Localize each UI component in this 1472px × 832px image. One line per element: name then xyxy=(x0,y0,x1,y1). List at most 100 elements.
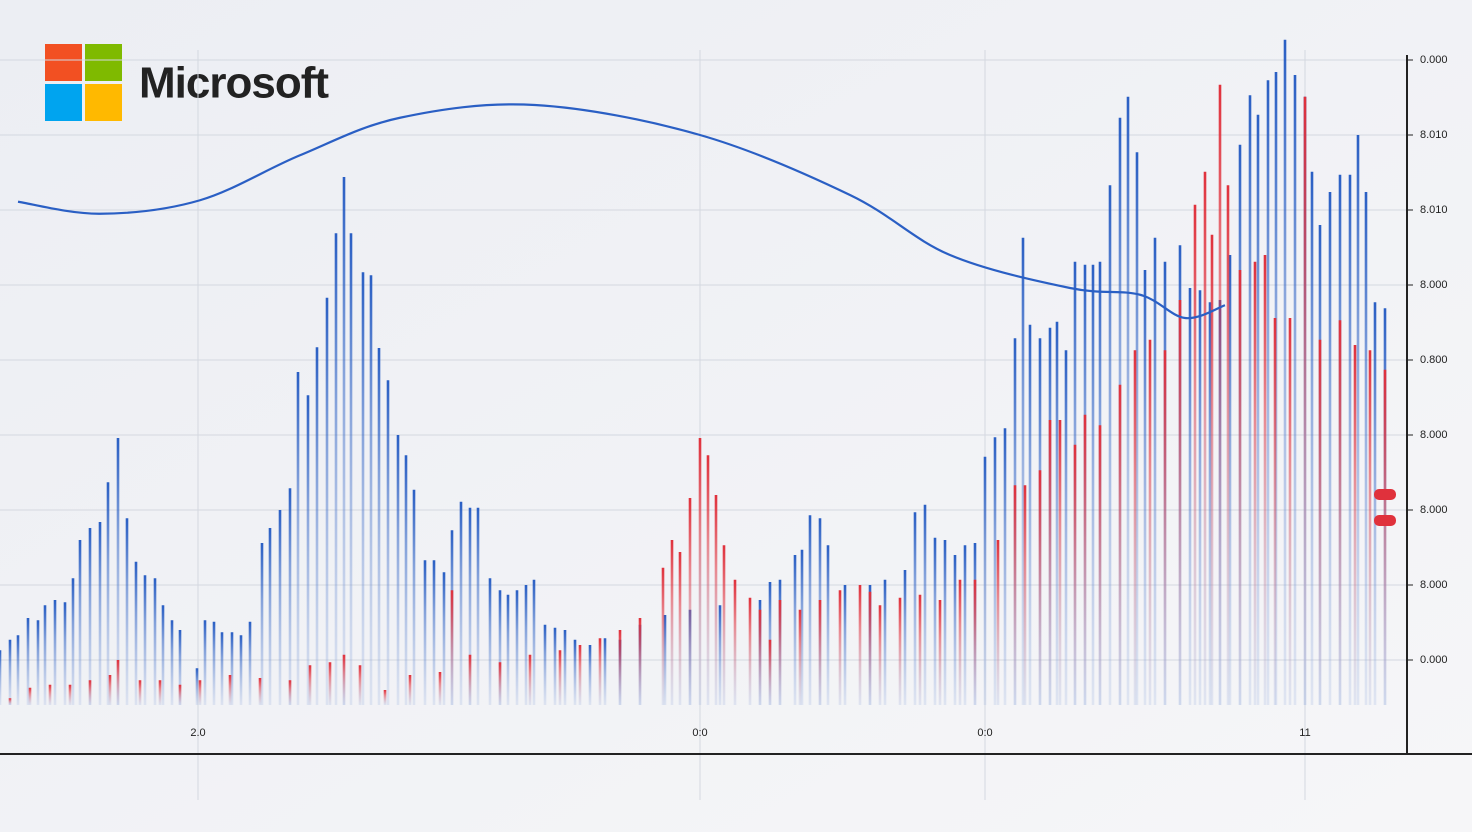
bar xyxy=(1028,324,1032,705)
bar xyxy=(260,543,264,705)
bar xyxy=(178,630,182,705)
bar xyxy=(116,660,120,705)
bar xyxy=(983,456,987,705)
bar xyxy=(423,560,427,705)
bar xyxy=(1273,318,1277,705)
bar xyxy=(1383,369,1387,705)
bar xyxy=(26,618,30,705)
bar xyxy=(938,600,942,705)
bar xyxy=(1310,171,1314,705)
bar xyxy=(88,528,92,705)
bar xyxy=(306,395,310,705)
brand-name: Microsoft xyxy=(139,59,329,108)
bar xyxy=(1198,290,1202,705)
bar xyxy=(1364,192,1368,705)
bar xyxy=(1064,350,1068,705)
bar xyxy=(1293,75,1297,705)
bar xyxy=(563,630,567,705)
logo-square xyxy=(85,44,122,81)
bar xyxy=(718,605,722,705)
bar xyxy=(1368,350,1372,705)
bar xyxy=(722,545,726,705)
bar xyxy=(88,680,92,705)
y-tick-label: 8.010 xyxy=(1420,129,1448,141)
bar xyxy=(1218,84,1222,705)
bar xyxy=(1073,444,1077,705)
bar xyxy=(528,654,532,705)
bar xyxy=(878,605,882,705)
logo-square xyxy=(45,44,82,81)
bar xyxy=(203,620,207,705)
bar xyxy=(818,600,822,705)
bar xyxy=(228,675,232,705)
bar xyxy=(1373,302,1377,705)
line xyxy=(17,103,1226,320)
bar xyxy=(78,540,82,705)
bar xyxy=(71,578,75,705)
bar xyxy=(1118,384,1122,705)
bar xyxy=(506,594,510,705)
bar xyxy=(793,555,797,705)
badge xyxy=(1374,515,1396,526)
bar xyxy=(1163,350,1167,705)
bar xyxy=(106,482,110,705)
bar xyxy=(638,618,642,705)
bar xyxy=(432,560,436,705)
bar xyxy=(8,698,12,705)
bar xyxy=(498,662,502,705)
bar xyxy=(733,579,737,705)
bar xyxy=(1188,288,1192,705)
bar xyxy=(386,380,390,705)
y-tick-label: 8.000 xyxy=(1420,579,1448,591)
bar xyxy=(1038,470,1042,705)
bar xyxy=(768,639,772,705)
bar xyxy=(377,348,381,705)
bar xyxy=(342,177,346,705)
bar xyxy=(315,347,319,705)
bar xyxy=(404,455,408,705)
bar xyxy=(973,579,977,705)
bar xyxy=(661,567,665,705)
bar xyxy=(1126,96,1130,705)
bar xyxy=(1263,255,1267,705)
bar xyxy=(933,537,937,705)
bar xyxy=(598,638,602,705)
bar xyxy=(278,510,282,705)
bar xyxy=(573,639,577,705)
bar xyxy=(43,605,47,705)
bar xyxy=(515,590,519,705)
bar xyxy=(143,575,147,705)
bar xyxy=(16,635,20,705)
bar xyxy=(438,672,442,705)
bar xyxy=(1083,414,1087,705)
bar xyxy=(258,678,262,705)
bar xyxy=(578,645,582,705)
bar xyxy=(1098,425,1102,705)
bar xyxy=(161,605,165,705)
bar xyxy=(108,675,112,705)
bar xyxy=(800,549,804,705)
bar xyxy=(230,632,234,705)
logo: Microsoft xyxy=(45,44,330,121)
y-tick-label: 8.000 xyxy=(1420,504,1448,516)
bar xyxy=(748,597,752,705)
y-tick-label: 8.000 xyxy=(1420,429,1448,441)
bar xyxy=(1203,171,1207,705)
bar xyxy=(1256,114,1260,705)
logo-square xyxy=(45,84,82,121)
bar xyxy=(883,579,887,705)
bar xyxy=(1303,96,1307,705)
bar xyxy=(125,518,129,705)
bar xyxy=(958,579,962,705)
bar xyxy=(498,590,502,705)
bar xyxy=(48,684,52,705)
bar xyxy=(36,620,40,705)
bar xyxy=(116,438,120,705)
bar xyxy=(798,609,802,705)
plot: 0.000 8.000 8.000 8.000 0.800 8.000 8.010 8.010… xyxy=(0,39,1448,800)
bar xyxy=(1153,237,1157,705)
x-tick-label: 0:0 xyxy=(692,727,707,739)
bar xyxy=(8,639,12,705)
bar xyxy=(361,272,365,705)
